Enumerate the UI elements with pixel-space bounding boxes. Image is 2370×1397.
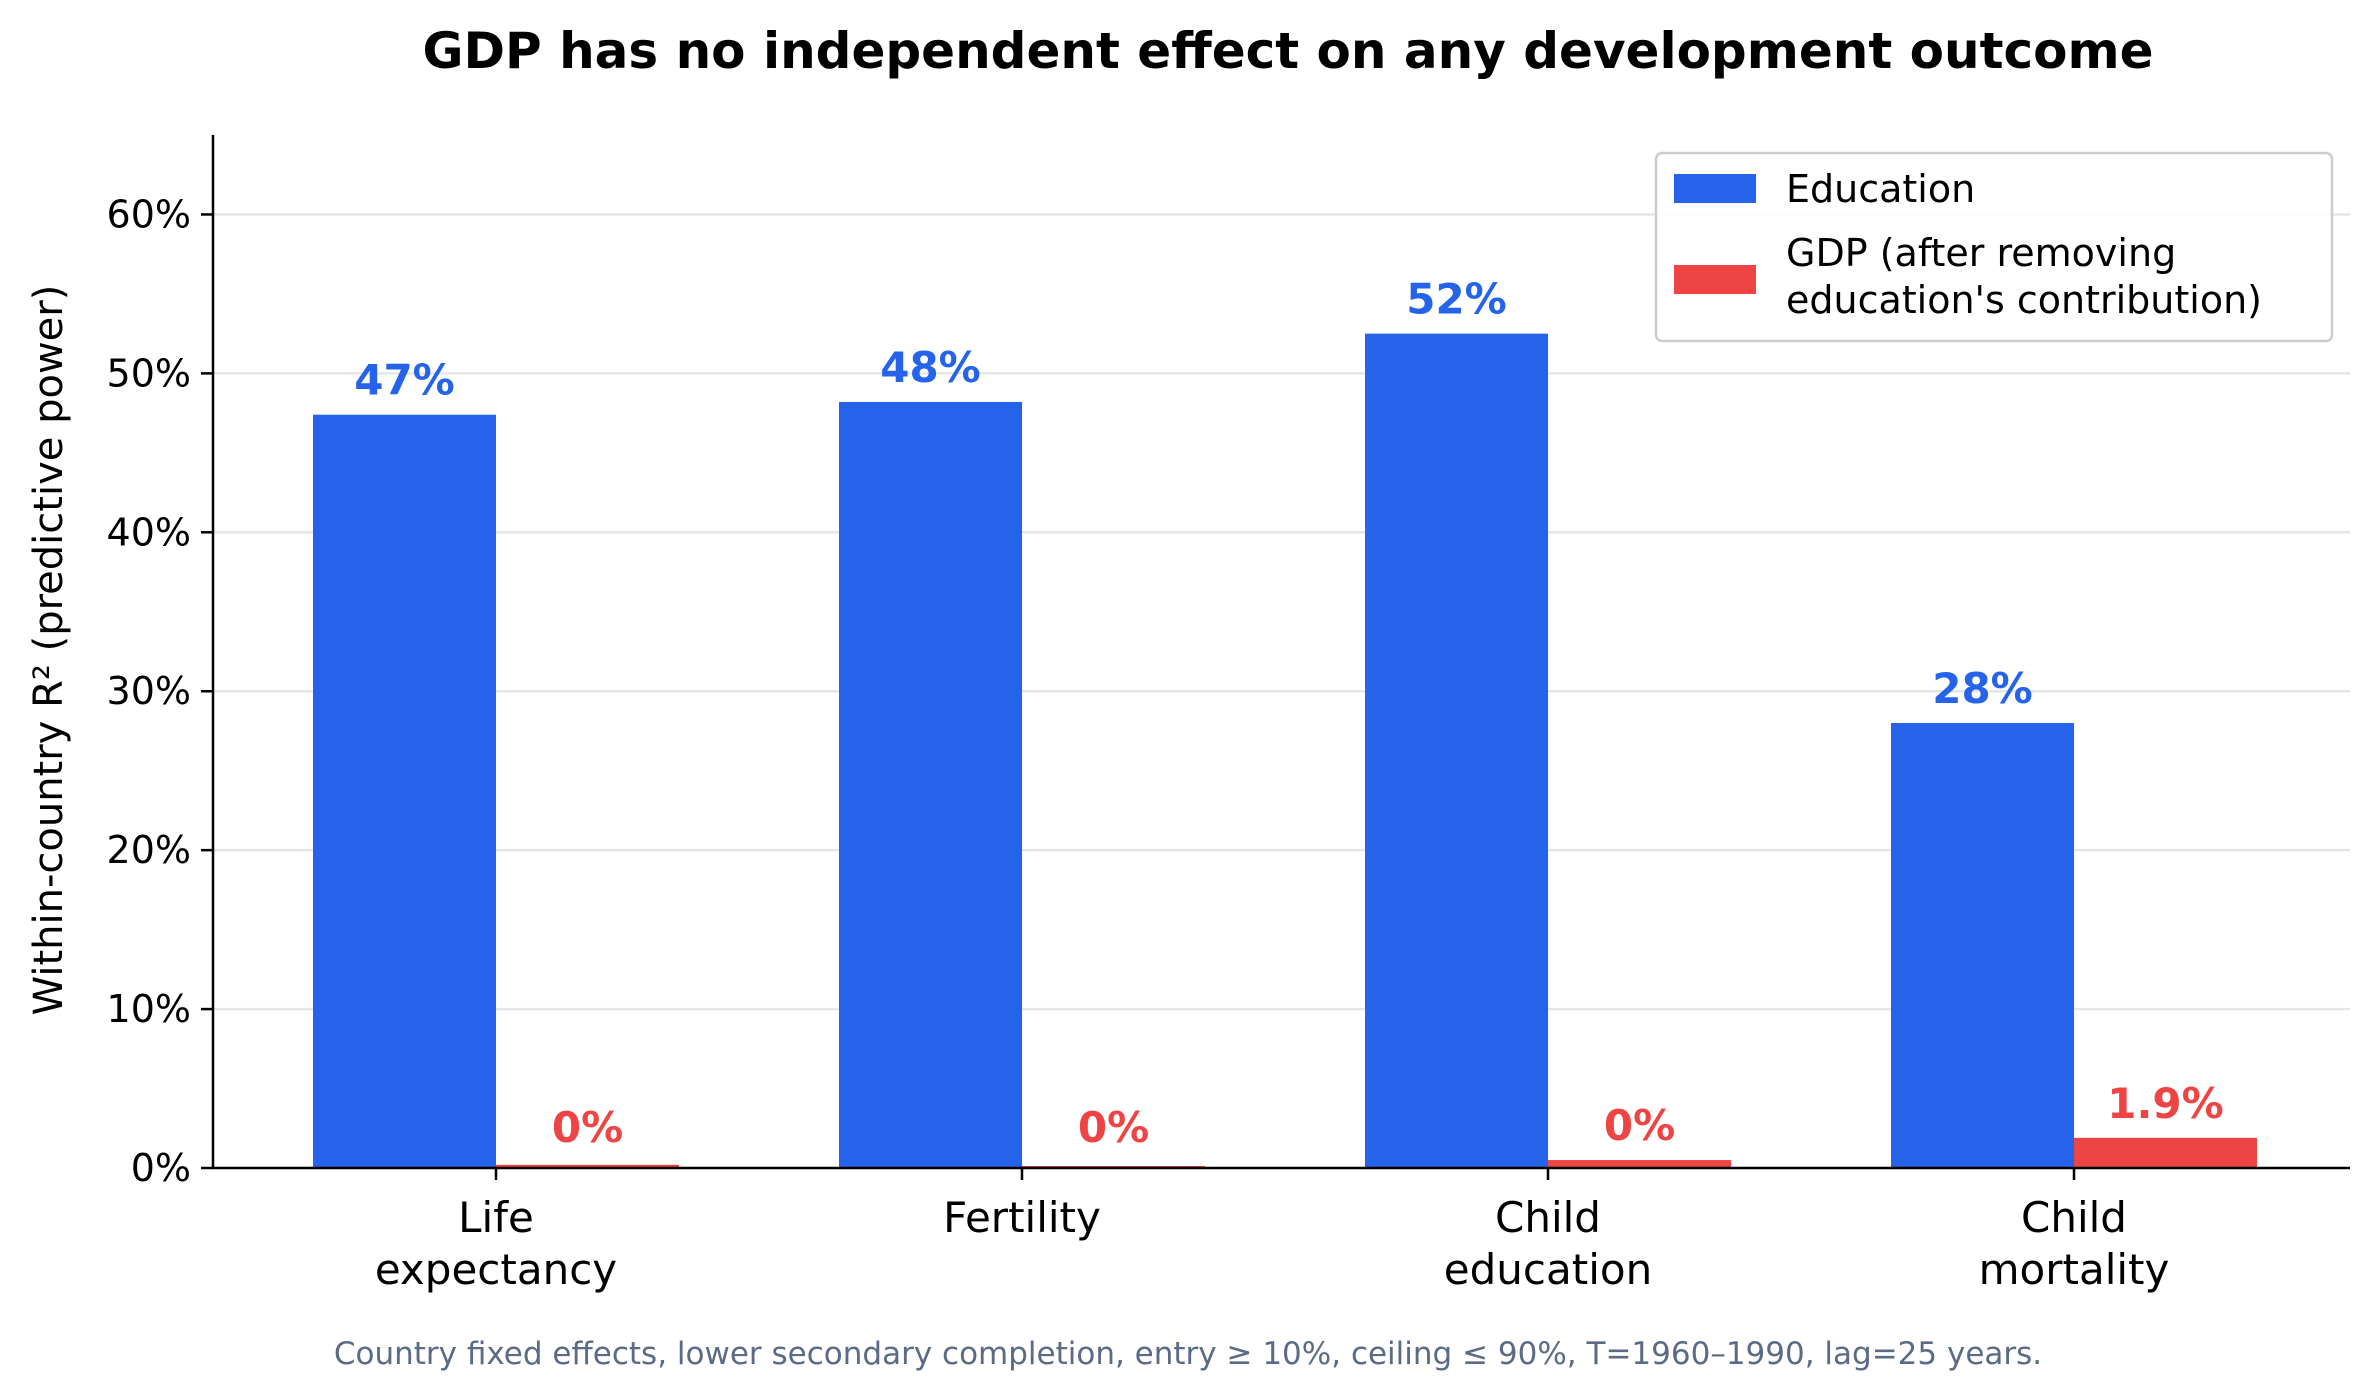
data-label: 48% bbox=[880, 343, 981, 392]
bar-education bbox=[1365, 333, 1548, 1169]
x-tick-label: education bbox=[1444, 1245, 1652, 1294]
chart-title: GDP has no independent effect on any dev… bbox=[422, 22, 2153, 80]
x-tick-label: expectancy bbox=[375, 1245, 617, 1294]
y-tick-label: 20% bbox=[107, 828, 191, 872]
data-label: 1.9% bbox=[2107, 1079, 2223, 1128]
bars bbox=[313, 333, 2257, 1169]
bar-education bbox=[313, 414, 496, 1169]
legend-box bbox=[1654, 151, 2334, 343]
x-tick-label: Child bbox=[1495, 1193, 1601, 1242]
y-axis-label: Within-country R² (predictive power) bbox=[26, 285, 72, 1016]
x-tick-label: mortality bbox=[1979, 1245, 2170, 1294]
legend-swatch-gdp bbox=[1674, 265, 1756, 294]
bar-gdp bbox=[496, 1164, 679, 1168]
data-label: 0% bbox=[1604, 1101, 1675, 1150]
x-tick-label: Child bbox=[2021, 1193, 2127, 1242]
data-label: 0% bbox=[552, 1103, 623, 1152]
legend-label-gdp: education's contribution) bbox=[1786, 278, 2262, 322]
y-tick-label: 60% bbox=[107, 192, 191, 236]
x-tick-label: Fertility bbox=[943, 1193, 1101, 1242]
legend-swatch-education bbox=[1674, 174, 1756, 203]
y-tick-label: 0% bbox=[131, 1146, 191, 1190]
legend-label-gdp: GDP (after removing bbox=[1786, 231, 2176, 275]
x-tick-label: Life bbox=[458, 1193, 534, 1242]
legend: Education GDP (after removingeducation's … bbox=[1654, 151, 2334, 343]
data-label: 28% bbox=[1932, 664, 2033, 713]
bar-education bbox=[839, 401, 1022, 1168]
y-tick-label: 50% bbox=[107, 351, 191, 395]
labels: 47% 0% 48% 0% 52% 0% 28% 1.9% bbox=[354, 275, 2224, 1152]
data-label: 52% bbox=[1406, 275, 1507, 324]
data-label: 47% bbox=[354, 356, 455, 405]
y-tick-label: 10% bbox=[107, 987, 191, 1031]
bar-gdp bbox=[2074, 1137, 2257, 1168]
bar-gdp bbox=[1548, 1160, 1731, 1168]
bar-education bbox=[1891, 723, 2074, 1168]
footnote: Country fixed effects, lower secondary c… bbox=[334, 1336, 2042, 1372]
y-tick-label: 40% bbox=[107, 510, 191, 554]
data-label: 0% bbox=[1078, 1103, 1149, 1152]
y-tick-label: 30% bbox=[107, 669, 191, 713]
legend-label-education: Education bbox=[1786, 167, 1975, 211]
